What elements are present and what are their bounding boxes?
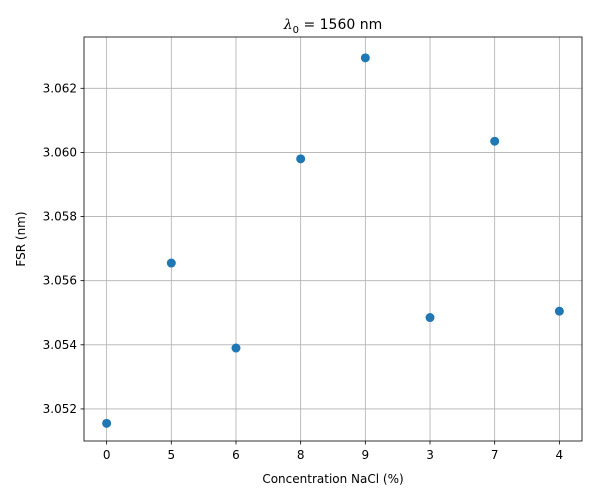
x-axis-ticks: 0 5 6 8 9 3 7 4 xyxy=(103,441,563,462)
y-tick-label: 3.052 xyxy=(43,402,77,416)
y-axis-ticks: 3.052 3.054 3.056 3.058 3.060 3.062 xyxy=(43,81,84,416)
data-point xyxy=(102,418,112,428)
data-point xyxy=(554,306,564,316)
x-tick-label: 3 xyxy=(426,448,434,462)
y-tick-label: 3.058 xyxy=(43,210,77,224)
data-point xyxy=(296,154,306,164)
data-point xyxy=(231,343,241,353)
x-tick-label: 8 xyxy=(297,448,305,462)
x-tick-label: 5 xyxy=(167,448,175,462)
x-axis-label: Concentration NaCl (%) xyxy=(262,472,403,486)
chart-title: λ0 = 1560 nm xyxy=(283,17,382,36)
grid-lines xyxy=(84,37,582,441)
data-point xyxy=(490,136,500,146)
title-rest: = 1560 nm xyxy=(299,17,382,33)
x-tick-label: 6 xyxy=(232,448,240,462)
title-symbol: λ xyxy=(283,17,293,33)
y-tick-label: 3.062 xyxy=(43,81,77,95)
data-point xyxy=(360,53,370,63)
y-axis-label: FSR (nm) xyxy=(14,211,28,266)
x-tick-label: 7 xyxy=(491,448,499,462)
plot-area-frame xyxy=(83,36,583,442)
data-point xyxy=(425,313,435,323)
data-point xyxy=(166,258,176,268)
title-subscript: 0 xyxy=(293,25,299,36)
y-tick-label: 3.060 xyxy=(43,145,77,159)
y-tick-label: 3.056 xyxy=(43,274,77,288)
x-tick-label: 9 xyxy=(362,448,370,462)
x-tick-label: 0 xyxy=(103,448,111,462)
y-tick-label: 3.054 xyxy=(43,338,77,352)
data-points xyxy=(102,53,564,428)
x-tick-label: 4 xyxy=(556,448,564,462)
